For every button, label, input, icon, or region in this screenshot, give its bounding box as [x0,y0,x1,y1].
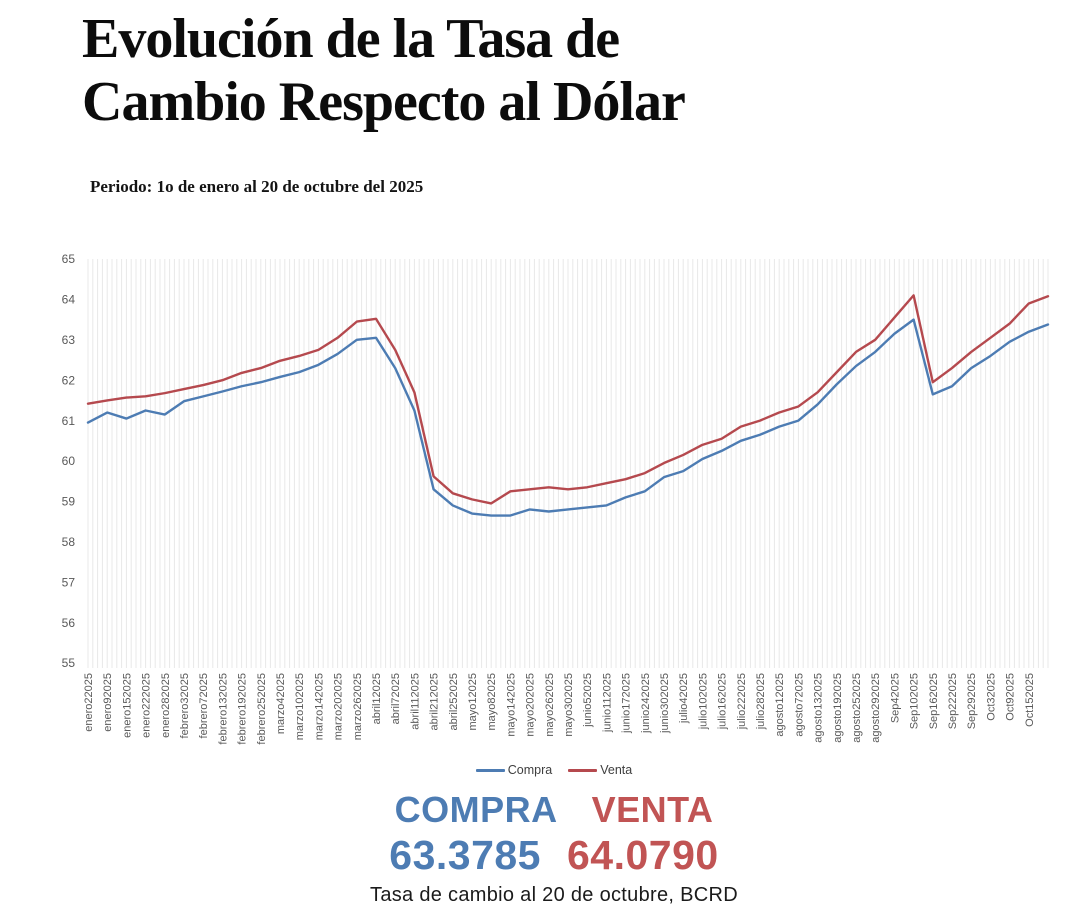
svg-text:Sep222025: Sep222025 [947,673,959,729]
compra-value: 63.3785 [389,832,541,878]
svg-text:julio282025: julio282025 [755,673,767,730]
series-line-venta [86,294,1050,505]
svg-text:febrero192025: febrero192025 [237,673,249,745]
legend-swatch-compra [475,768,505,772]
svg-text:58: 58 [62,535,76,549]
svg-text:enero222025: enero222025 [141,673,153,738]
svg-text:agosto132025: agosto132025 [813,673,825,743]
summary-block: COMPRA VENTA 63.3785 64.0790 Tasa de cam… [14,789,1080,907]
exchange-rate-chart: 55 56 57 58 59 60 61 62 63 64 65 enero22025 enero920… [62,252,1050,745]
svg-text:julio222025: julio222025 [736,673,748,730]
svg-text:mayo202025: mayo202025 [525,673,537,737]
legend-label-venta: Venta [600,763,633,777]
svg-text:agosto292025: agosto292025 [870,673,882,743]
compra-label: COMPRA [394,789,558,830]
legend-item-venta: Venta [568,763,632,777]
svg-text:abril12025: abril12025 [371,673,383,724]
y-axis-labels: 55 56 57 58 59 60 61 62 63 64 65 [62,252,76,670]
legend-swatch-venta [568,768,598,772]
page-title: Evolución de la Tasa de Cambio Respecto … [82,8,1022,133]
svg-text:Oct152025: Oct152025 [1024,673,1036,727]
svg-text:abril212025: abril212025 [429,673,441,731]
page-title-line2: Cambio Respecto al Dólar [82,70,686,133]
svg-text:febrero252025: febrero252025 [256,673,268,745]
svg-text:febrero132025: febrero132025 [217,673,229,745]
svg-text:56: 56 [62,616,76,630]
svg-text:junio112025: junio112025 [601,673,613,733]
svg-text:agosto252025: agosto252025 [851,673,863,743]
svg-text:marzo262025: marzo262025 [352,673,364,740]
svg-text:julio162025: julio162025 [717,673,729,730]
svg-text:61: 61 [62,414,76,428]
svg-text:agosto192025: agosto192025 [832,673,844,743]
series-line-compra [86,318,1050,517]
svg-text:marzo142025: marzo142025 [313,673,325,740]
svg-text:julio42025: julio42025 [678,673,690,724]
source-caption: Tasa de cambio al 20 de octubre, BCRD [370,884,738,906]
svg-text:marzo102025: marzo102025 [294,673,306,740]
chart-legend: Compra Venta [14,763,1080,777]
svg-text:mayo262025: mayo262025 [544,673,556,737]
svg-text:mayo302025: mayo302025 [563,673,575,737]
svg-text:57: 57 [62,575,76,589]
venta-value: 64.0790 [567,832,719,878]
svg-text:64: 64 [62,293,76,307]
svg-text:63: 63 [62,333,76,347]
svg-text:enero22025: enero22025 [83,673,95,732]
svg-text:enero282025: enero282025 [160,673,172,738]
svg-text:junio242025: junio242025 [640,673,652,734]
svg-text:abril112025: abril112025 [409,673,421,730]
svg-text:junio52025: junio52025 [582,673,594,728]
svg-text:julio102025: julio102025 [697,673,709,730]
svg-text:mayo12025: mayo12025 [467,673,479,731]
svg-text:Sep292025: Sep292025 [966,673,978,729]
legend-label-compra: Compra [507,763,553,777]
svg-text:60: 60 [62,454,76,468]
svg-text:enero92025: enero92025 [102,673,114,732]
svg-text:59: 59 [62,495,76,509]
svg-text:Oct92025: Oct92025 [1005,673,1017,721]
svg-text:marzo42025: marzo42025 [275,673,287,734]
svg-text:55: 55 [62,656,76,670]
svg-text:agosto12025: agosto12025 [774,673,786,737]
legend-item-compra: Compra [475,763,553,777]
svg-text:enero152025: enero152025 [121,673,133,738]
svg-text:agosto72025: agosto72025 [793,673,805,737]
svg-text:abril72025: abril72025 [390,673,402,724]
summary-labels-row: COMPRA VENTA [14,789,1080,831]
svg-text:Oct32025: Oct32025 [985,673,997,721]
svg-text:febrero72025: febrero72025 [198,673,210,738]
svg-text:junio172025: junio172025 [621,673,633,734]
svg-text:62: 62 [62,373,76,387]
summary-values-row: 63.3785 64.0790 [14,832,1080,879]
svg-text:mayo142025: mayo142025 [505,673,517,737]
page-subtitle: Periodo: 1o de enero al 20 de octubre de… [90,177,424,196]
page-title-line1: Evolución de la Tasa de [82,8,620,70]
svg-text:mayo82025: mayo82025 [486,673,498,731]
svg-text:Sep102025: Sep102025 [909,673,921,729]
svg-text:junio302025: junio302025 [659,673,671,734]
svg-text:65: 65 [62,252,76,266]
venta-label: VENTA [591,789,714,830]
svg-text:Sep162025: Sep162025 [928,673,940,729]
x-axis-labels: enero22025 enero92025 enero152025 enero2220… [83,673,1036,745]
svg-text:abril252025: abril252025 [448,673,460,731]
svg-text:febrero32025: febrero32025 [179,673,191,738]
gridlines [87,259,1049,668]
svg-text:Sep42025: Sep42025 [889,673,901,723]
svg-text:marzo202025: marzo202025 [333,673,345,740]
